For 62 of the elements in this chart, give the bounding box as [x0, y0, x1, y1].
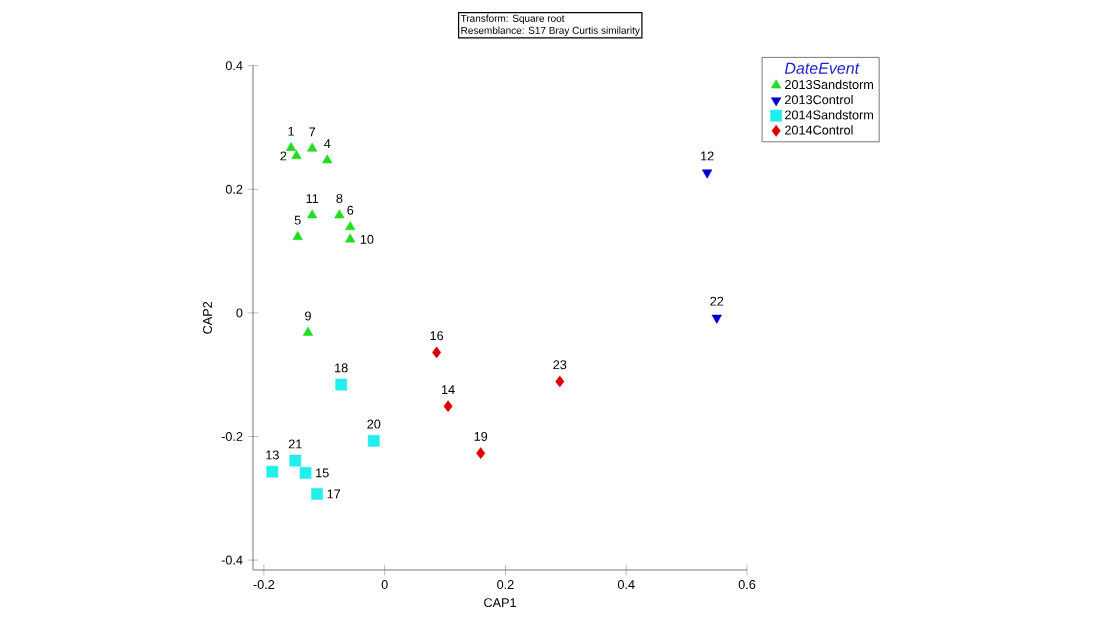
annotation: 6 [347, 205, 354, 215]
point [432, 346, 442, 359]
x-tick-label: 0.6 [738, 580, 756, 589]
point [311, 488, 323, 500]
point [711, 314, 722, 324]
annotation: 18 [335, 363, 348, 373]
annotation: 20 [367, 419, 381, 429]
point [292, 231, 303, 240]
y-tick-label: -0.4 [221, 555, 243, 565]
point [555, 375, 565, 388]
annotation: 12 [701, 151, 714, 161]
point [302, 326, 314, 336]
x-tick-label: 0.2 [497, 580, 514, 589]
point [443, 400, 453, 413]
text: Resemblance: S17 Bray Curtis similarity [461, 26, 640, 36]
point [307, 142, 318, 152]
annotation: 15 [316, 468, 329, 478]
legend-label: 2014Control [785, 125, 853, 135]
y-tick-label: 0 [236, 308, 243, 318]
annotation: 22 [710, 296, 724, 306]
y-axis-title: CAP2 [203, 301, 212, 334]
annotation: 17 [327, 489, 341, 499]
y-tick-label: -0.2 [221, 432, 243, 441]
point [345, 221, 356, 231]
legend-title: DateEvent [784, 62, 860, 74]
y-tick-label: 0.4 [225, 61, 243, 71]
legend-label: 2013Control [785, 94, 853, 105]
annotation: 19 [474, 431, 488, 441]
annotation: 4 [324, 139, 331, 148]
point [285, 142, 297, 151]
point [307, 209, 318, 219]
y-tick-label: 0.2 [225, 184, 243, 194]
annotation: 2 [280, 151, 287, 161]
point [345, 233, 356, 243]
x-axis-title: CAP1 [484, 598, 516, 608]
legend-label: 2013Sandstorm [785, 79, 873, 90]
point [334, 209, 345, 219]
annotation: 10 [360, 234, 374, 244]
text: Transform: Square root [460, 14, 565, 24]
x-tick-label: 0.4 [617, 580, 635, 589]
legend-label: 2014Sandstorm [785, 110, 873, 120]
point [289, 454, 302, 467]
x-tick-label: -0.2 [253, 580, 275, 589]
annotation: 1 [288, 126, 294, 136]
annotation: 16 [430, 331, 444, 341]
annotation: 9 [305, 311, 311, 321]
annotation: 8 [336, 194, 343, 203]
annotation: 14 [441, 385, 455, 394]
point [266, 465, 279, 478]
annotation: 5 [294, 215, 301, 225]
annotation: 23 [553, 360, 567, 370]
annotation: 13 [266, 450, 279, 460]
x-tick-label: 0 [381, 580, 388, 589]
point [367, 434, 380, 447]
annotation: 11 [306, 194, 319, 203]
point [476, 447, 486, 460]
point [335, 378, 348, 391]
annotation: 7 [309, 127, 316, 137]
point [322, 154, 333, 164]
point [291, 150, 302, 159]
point [299, 467, 312, 479]
annotation: 21 [288, 439, 302, 449]
